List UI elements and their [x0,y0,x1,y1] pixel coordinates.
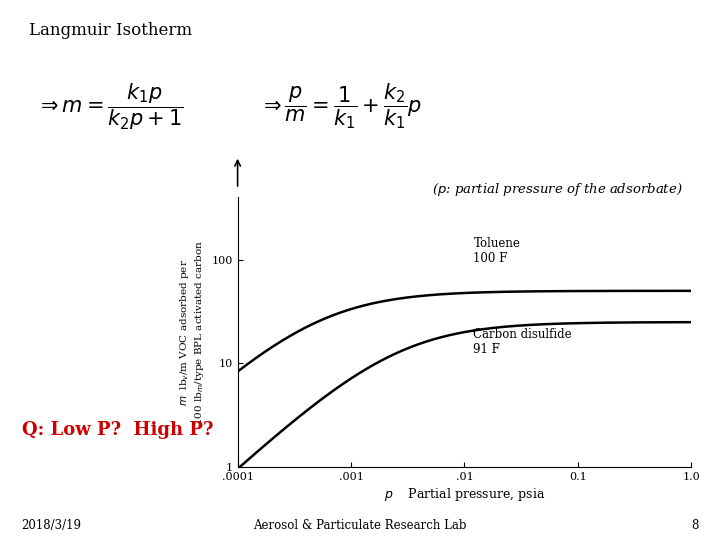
Text: 8: 8 [691,519,698,532]
X-axis label: $p$    Partial pressure, psia: $p$ Partial pressure, psia [384,486,545,503]
Y-axis label: $m$  lb$_v$/m VOC adsorbed per
100 lb$_{m}$/type BPL activated carbon: $m$ lb$_v$/m VOC adsorbed per 100 lb$_{m… [178,240,206,424]
Text: Langmuir Isotherm: Langmuir Isotherm [29,22,192,38]
Text: $\Rightarrow m = \dfrac{k_1 p}{k_2 p + 1}$: $\Rightarrow m = \dfrac{k_1 p}{k_2 p + 1… [36,81,184,132]
Text: Aerosol & Particulate Research Lab: Aerosol & Particulate Research Lab [253,519,467,532]
Text: Carbon disulfide
91 F: Carbon disulfide 91 F [473,328,572,356]
Text: Q: Low P?  High P?: Q: Low P? High P? [22,421,213,439]
Text: Toluene
100 F: Toluene 100 F [473,238,521,265]
Text: ($p$: partial pressure of the adsorbate): ($p$: partial pressure of the adsorbate) [432,181,683,198]
Text: 2018/3/19: 2018/3/19 [22,519,81,532]
Text: $\Rightarrow \dfrac{p}{m} = \dfrac{1}{k_1} + \dfrac{k_2}{k_1} p$: $\Rightarrow \dfrac{p}{m} = \dfrac{1}{k_… [259,81,423,131]
